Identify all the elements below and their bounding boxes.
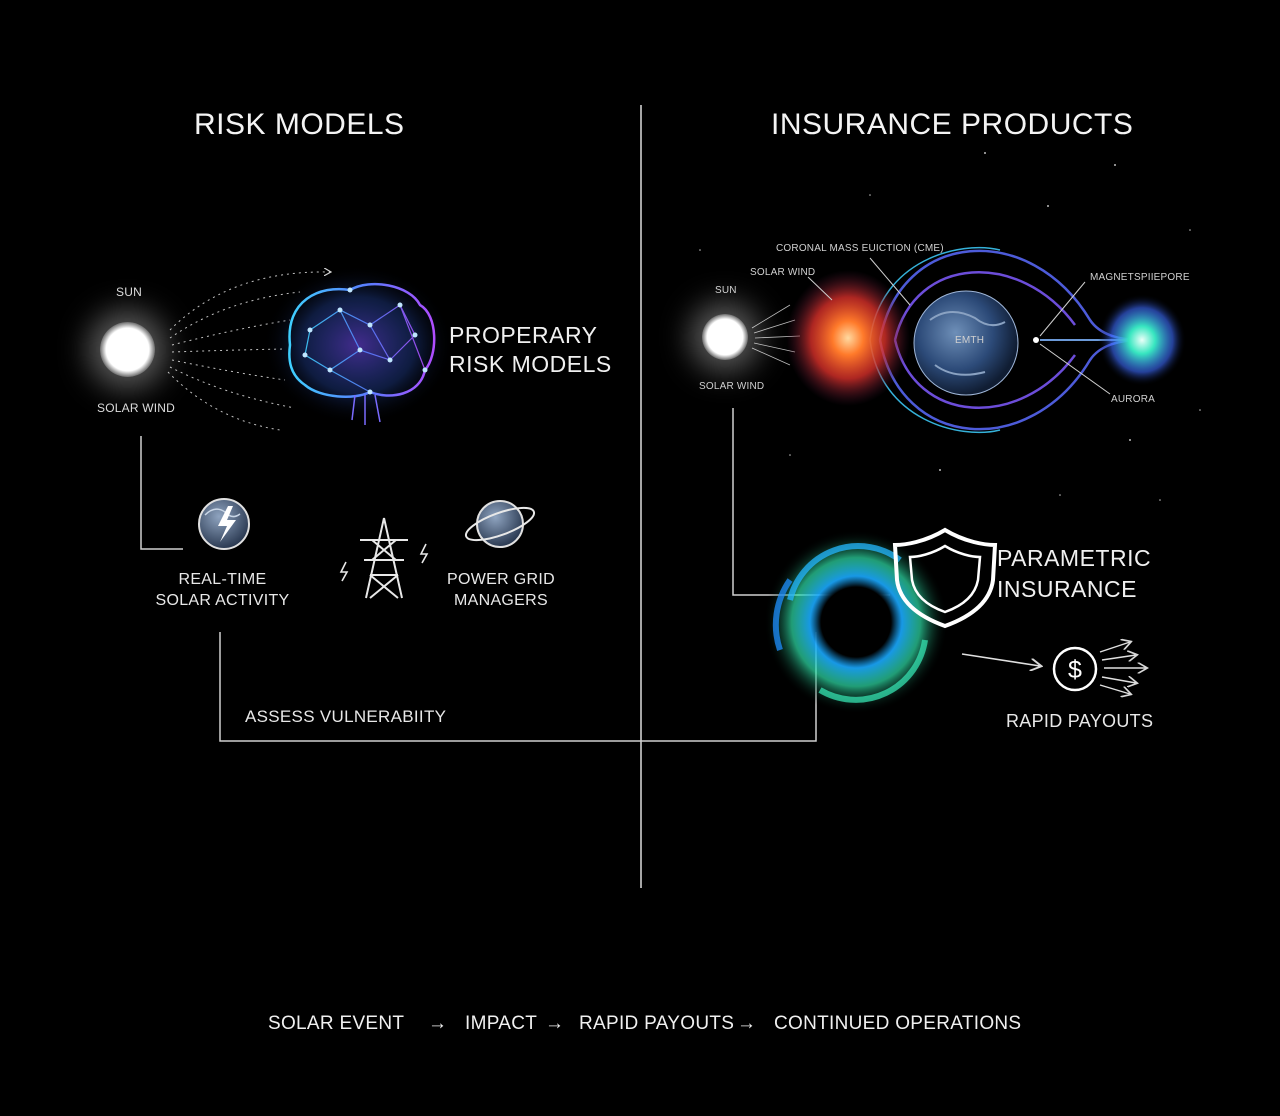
left-sun-connector bbox=[140, 436, 183, 550]
brain-label-line1: PROPERARY bbox=[449, 322, 598, 348]
swirl-arcs bbox=[772, 543, 928, 703]
brain-label: PROPERARY RISK MODELS bbox=[449, 321, 612, 379]
globe-lightning-icon bbox=[198, 498, 250, 550]
brain-label-line2: RISK MODELS bbox=[449, 351, 612, 377]
solar-wind-top-label: SOLAR WIND bbox=[750, 267, 816, 278]
flow-step-rapid-payouts: RAPID PAYOUTS bbox=[579, 1013, 735, 1034]
realtime-label: REAL-TIME SOLAR ACTIVITY bbox=[150, 569, 295, 611]
left-solar-wind-label: SOLAR WIND bbox=[97, 401, 176, 415]
risk-models-title: RISK MODELS bbox=[194, 108, 405, 141]
right-sun-label: SUN bbox=[715, 285, 737, 296]
dollar-coin-icon: $ bbox=[1052, 646, 1098, 692]
ringed-globe-icon bbox=[464, 500, 536, 548]
payout-arrow bbox=[961, 653, 1040, 666]
cme-cloud bbox=[786, 270, 910, 406]
background-stars bbox=[699, 152, 1201, 501]
flow-arrow-3: → bbox=[737, 1013, 757, 1034]
grid-line1: POWER GRID bbox=[447, 571, 555, 588]
earth-label: EMTH bbox=[955, 335, 985, 346]
flow-arrow-1: → bbox=[428, 1013, 448, 1034]
shield-inner-outline bbox=[908, 544, 982, 614]
insurance-products-title: INSURANCE PRODUCTS bbox=[771, 108, 1134, 141]
flow-arrow-2: → bbox=[545, 1013, 565, 1034]
flow-step-impact: IMPACT bbox=[465, 1013, 538, 1034]
earth-globe-icon bbox=[913, 290, 1019, 396]
power-grid-label: POWER GRID MANAGERS bbox=[440, 569, 562, 611]
solar-wind-bottom-label: SOLAR WIND bbox=[699, 381, 765, 392]
grid-line2: MANAGERS bbox=[454, 592, 548, 609]
parametric-line2: INSURANCE bbox=[997, 576, 1137, 602]
right-label-pointers bbox=[807, 257, 1111, 395]
cme-label: CORONAL MASS EUICTION (CME) bbox=[776, 243, 944, 254]
parametric-line1: PARAMETRIC bbox=[997, 545, 1152, 571]
payout-rays bbox=[1099, 642, 1146, 694]
neural-brain-icon bbox=[263, 265, 453, 425]
swirl-vortex bbox=[764, 530, 948, 714]
realtime-line1: REAL-TIME bbox=[178, 571, 267, 588]
flow-step-solar-event: SOLAR EVENT bbox=[268, 1013, 405, 1034]
rapid-payouts-label: RAPID PAYOUTS bbox=[1006, 711, 1154, 731]
realtime-line2: SOLAR ACTIVITY bbox=[155, 592, 290, 609]
magnetosphere-label: MAGNETSPIIEPORE bbox=[1090, 272, 1190, 283]
flow-step-continued-operations: CONTINUED OPERATIONS bbox=[774, 1013, 1022, 1034]
shield-icon bbox=[892, 527, 998, 629]
power-tower-icon bbox=[339, 517, 429, 599]
left-sun-icon bbox=[100, 322, 155, 377]
parametric-insurance-label: PARAMETRIC INSURANCE bbox=[997, 543, 1151, 605]
assess-vulnerability-label: ASSESS VULNERABIITY bbox=[245, 707, 447, 726]
aurora-glow bbox=[1098, 294, 1186, 386]
svg-text:$: $ bbox=[1068, 656, 1082, 684]
aurora-label: AURORA bbox=[1111, 394, 1155, 405]
magnetosphere-point bbox=[1033, 337, 1039, 343]
right-sun-icon bbox=[702, 314, 748, 360]
left-sun-label: SUN bbox=[116, 285, 142, 299]
